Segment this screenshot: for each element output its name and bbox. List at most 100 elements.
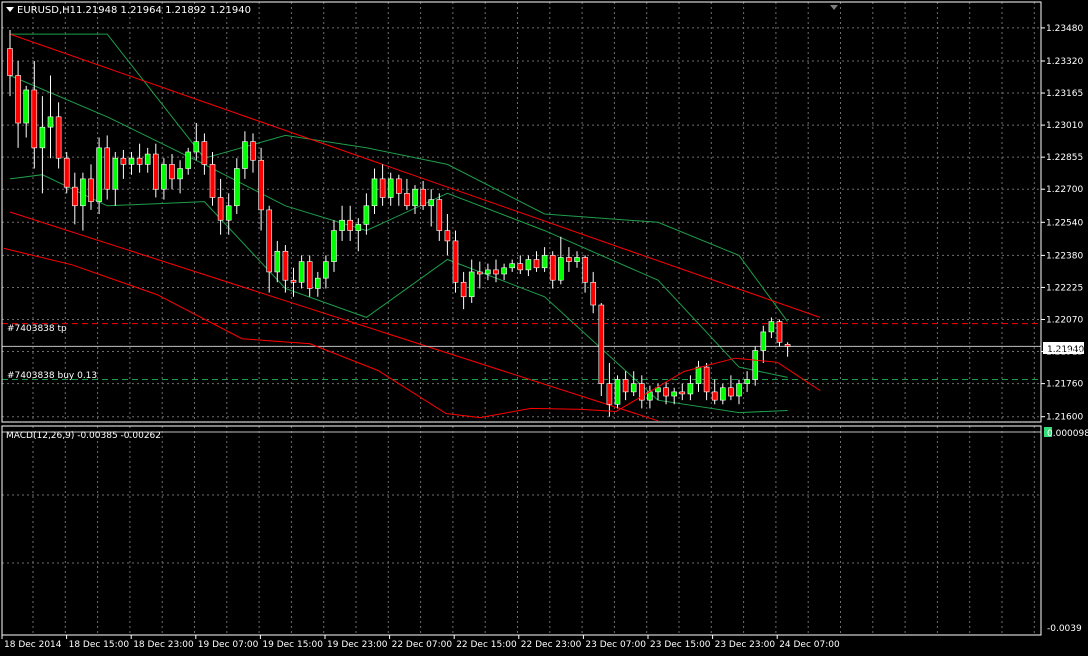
time-tick-label: 19 Dec 07:00 bbox=[198, 640, 259, 650]
price-tick-label: 1.21600 bbox=[1046, 413, 1083, 423]
price-tick-label: 1.22540 bbox=[1046, 218, 1083, 228]
frame bbox=[1, 1, 1042, 636]
price-tick-label: 1.22070 bbox=[1046, 316, 1083, 326]
price-tick-label: 1.22855 bbox=[1046, 153, 1083, 163]
time-tick-label: 22 Dec 07:00 bbox=[392, 640, 453, 650]
candle-bear bbox=[209, 164, 216, 198]
macd-top-value: 0.000098 bbox=[1047, 429, 1088, 439]
candle-bear bbox=[444, 230, 451, 242]
macd-marker bbox=[1044, 427, 1052, 437]
macd-panel bbox=[2, 247, 1041, 433]
price-tick-label: 1.22225 bbox=[1046, 283, 1083, 293]
candle-bear bbox=[15, 75, 21, 124]
candle-bear bbox=[776, 321, 783, 343]
candle-bull bbox=[371, 178, 378, 207]
candle-bear bbox=[703, 366, 710, 393]
candle-bear bbox=[460, 281, 467, 298]
candle-bull bbox=[225, 205, 232, 221]
macd-label: MACD(12,26,9) -0.00385 -0.00262 bbox=[6, 431, 161, 441]
candle-bear bbox=[290, 279, 297, 283]
candle-bull bbox=[719, 387, 726, 401]
candle-bear bbox=[517, 263, 524, 271]
candle-bull bbox=[687, 383, 694, 395]
price-tick-label: 1.23480 bbox=[1046, 24, 1083, 34]
time-tick-label: 19 Dec 23:00 bbox=[327, 640, 388, 650]
price-tick-label: 1.23165 bbox=[1046, 89, 1083, 99]
candle-bear bbox=[728, 387, 734, 397]
candle-bear bbox=[72, 186, 78, 207]
candle-bull bbox=[331, 230, 337, 262]
candle-bear bbox=[379, 178, 386, 198]
candle-bull bbox=[557, 257, 564, 281]
candle-bull bbox=[242, 141, 248, 169]
macd-panel-border bbox=[1, 425, 1042, 636]
candle-bear bbox=[606, 383, 613, 405]
main-panel-border bbox=[1, 1, 1042, 423]
candle-bear bbox=[452, 240, 459, 283]
candle-bear bbox=[201, 141, 208, 165]
price-tick-label: 1.23010 bbox=[1046, 121, 1083, 131]
candle-bull bbox=[614, 379, 621, 405]
time-tick-label: 19 Dec 15:00 bbox=[262, 640, 323, 650]
chart-symbol: EURUSD,H1 bbox=[17, 5, 76, 16]
candle-bear bbox=[622, 379, 629, 393]
candle-bear bbox=[784, 344, 791, 347]
candle-bull bbox=[144, 153, 151, 165]
candle-bull bbox=[760, 331, 767, 351]
candle-bear bbox=[55, 116, 62, 159]
candle-bear bbox=[104, 147, 110, 190]
time-tick-label: 22 Dec 23:00 bbox=[521, 640, 582, 650]
candle-bull bbox=[128, 157, 135, 165]
candle-bull bbox=[39, 126, 46, 149]
candle-bull bbox=[412, 188, 418, 207]
channel-lower-line bbox=[9, 211, 659, 422]
candle-bear bbox=[282, 250, 289, 281]
macd-bottom-value: -0.0039 bbox=[1047, 624, 1082, 634]
candle-bear bbox=[533, 259, 540, 269]
candle-bear bbox=[266, 209, 273, 273]
candle-bull bbox=[541, 255, 548, 269]
tp-order-label: #7403838 tp bbox=[7, 324, 67, 334]
candle-bull bbox=[112, 157, 119, 190]
price-tick-label: 1.21760 bbox=[1046, 380, 1083, 390]
candle-bear bbox=[153, 153, 159, 190]
candle-bull bbox=[630, 383, 637, 393]
chevron-down-icon[interactable] bbox=[6, 7, 14, 12]
candle-bear bbox=[7, 48, 13, 76]
candle-bear bbox=[88, 178, 94, 202]
candle-bull bbox=[314, 277, 321, 289]
candle-bear bbox=[306, 261, 313, 289]
price-tick-label: 1.23320 bbox=[1046, 57, 1083, 67]
candle-bear bbox=[493, 269, 499, 275]
candle-bull bbox=[274, 250, 281, 273]
candle-bull bbox=[485, 269, 491, 275]
candle-bull bbox=[736, 383, 742, 397]
macd-signal-line bbox=[3, 247, 821, 419]
candle-bear bbox=[347, 219, 354, 231]
candle-bull bbox=[509, 263, 516, 269]
candle-bear bbox=[582, 257, 588, 283]
candle-bull bbox=[185, 151, 191, 169]
time-tick-label: 22 Dec 15:00 bbox=[456, 640, 517, 650]
candle-bull bbox=[363, 205, 370, 225]
bollinger-upper-line bbox=[10, 33, 789, 322]
time-tick-label: 23 Dec 23:00 bbox=[715, 640, 776, 650]
candle-bull bbox=[355, 224, 362, 231]
candle-bear bbox=[566, 257, 572, 262]
candle-bull bbox=[323, 261, 329, 279]
candle-bull bbox=[744, 379, 750, 384]
time-tick-label: 24 Dec 07:00 bbox=[779, 640, 840, 650]
candle-bull bbox=[387, 178, 394, 198]
candle-bull bbox=[47, 116, 54, 128]
candle-bull bbox=[234, 168, 240, 207]
bollinger-middle-line bbox=[9, 75, 788, 378]
candle-bull bbox=[23, 89, 30, 124]
shift-marker-icon[interactable] bbox=[830, 5, 838, 10]
candle-bear bbox=[549, 255, 556, 281]
candle-bull bbox=[298, 261, 305, 283]
time-tick-label: 23 Dec 07:00 bbox=[585, 640, 646, 650]
candle-bear bbox=[679, 391, 686, 395]
candle-bull bbox=[339, 219, 345, 231]
